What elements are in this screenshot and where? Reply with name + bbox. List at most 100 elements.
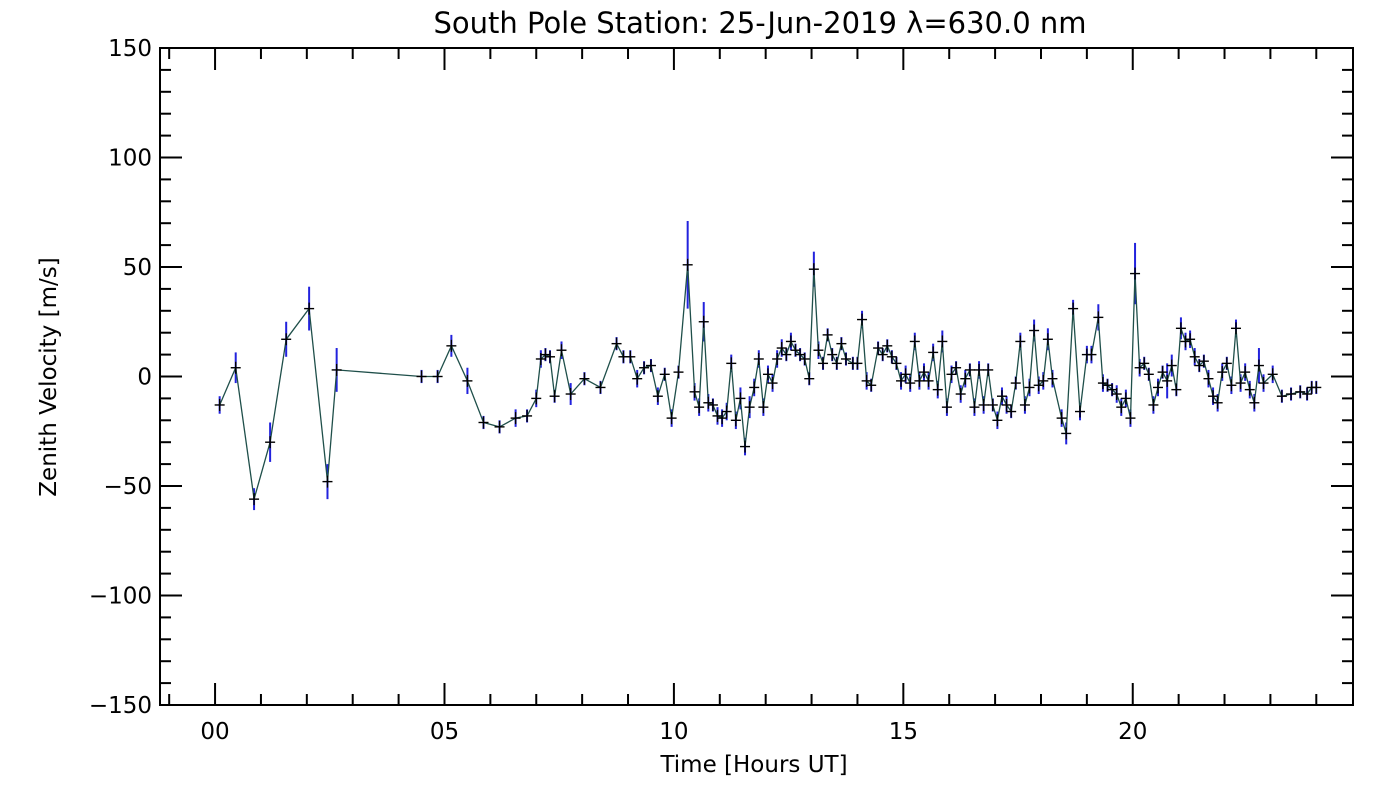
data-point: [446, 339, 457, 352]
data-point: [1006, 405, 1017, 418]
data-point: [230, 361, 241, 374]
data-point: [556, 344, 567, 357]
data-point: [1116, 401, 1127, 414]
data-point: [836, 337, 847, 350]
data-point: [785, 335, 796, 348]
data-point: [1029, 324, 1040, 337]
data-point: [857, 313, 868, 326]
data-point: [1056, 412, 1067, 425]
data-point: [983, 363, 994, 376]
data-point: [1157, 366, 1168, 379]
data-point: [1253, 359, 1264, 372]
y-tick-labels: 150 100 50 0 −50 −100 −150: [89, 36, 152, 719]
data-point: [1001, 398, 1012, 411]
data-point: [1175, 322, 1186, 335]
data-point: [531, 392, 542, 405]
data-point: [735, 392, 746, 405]
data-point: [304, 302, 315, 315]
data-point: [645, 359, 656, 372]
data-point: [1047, 372, 1058, 385]
data-point: [918, 366, 929, 379]
data-point: [813, 344, 824, 357]
data-point: [1295, 385, 1306, 398]
data-point: [1185, 333, 1196, 346]
data-point: [540, 348, 551, 361]
data-point: [1038, 374, 1049, 387]
data-point: [1311, 381, 1322, 394]
data-point: [882, 339, 893, 352]
x-axis-label: Time [Hours UT]: [659, 752, 847, 778]
data-point: [744, 401, 755, 414]
data-point: [659, 368, 670, 381]
data-point: [866, 379, 877, 392]
data-point: [1302, 388, 1313, 401]
data-point: [1198, 355, 1209, 368]
data-point: [1148, 398, 1159, 411]
data-point: [808, 263, 819, 276]
axis-ticks: [160, 47, 1353, 706]
data-point: [914, 374, 925, 387]
data-point: [565, 388, 576, 401]
data-point: [666, 412, 677, 425]
data-point: [762, 368, 773, 381]
data-point: [1120, 392, 1131, 405]
data-point: [799, 352, 810, 365]
data-point: [1093, 311, 1104, 324]
data-point: [1061, 427, 1072, 440]
data-point: [1286, 388, 1297, 401]
data-point: [595, 381, 606, 394]
data-point: [522, 409, 533, 422]
data-point: [896, 374, 907, 387]
data-point: [1019, 398, 1030, 411]
data-point: [877, 348, 888, 361]
data-point: [611, 337, 622, 350]
data-point: [1208, 390, 1219, 403]
data-point: [1068, 302, 1079, 315]
data-point: [932, 383, 943, 396]
data-point: [1152, 381, 1163, 394]
data-point: [652, 390, 663, 403]
data-point: [712, 409, 723, 422]
chart-title: South Pole Station: 25-Jun-2019 λ=630.0 …: [433, 6, 1086, 40]
data-point: [941, 401, 952, 414]
data-point: [1189, 350, 1200, 363]
data-point: [781, 348, 792, 361]
data-point: [717, 412, 728, 425]
data-point: [1010, 377, 1021, 390]
data-point: [549, 390, 560, 403]
data-point: [1166, 359, 1177, 372]
data-point: [625, 350, 636, 363]
data-point: [1212, 396, 1223, 409]
data-point: [1226, 379, 1237, 392]
data-point: [776, 342, 787, 355]
x-tick-label: 00: [200, 719, 229, 745]
error-bars: [218, 221, 1318, 511]
data-point: [579, 372, 590, 385]
data-point: [322, 475, 333, 488]
data-point: [905, 377, 916, 390]
data-point: [822, 328, 833, 341]
data-point: [726, 357, 737, 370]
data-point: [1249, 396, 1260, 409]
data-point: [265, 436, 276, 449]
data-point: [730, 414, 741, 427]
data-point: [740, 440, 751, 453]
data-point: [281, 333, 292, 346]
data-point: [462, 374, 473, 387]
y-tick-label: 50: [123, 255, 152, 281]
data-point: [1015, 335, 1026, 348]
x-tick-label: 10: [659, 719, 688, 745]
data-point: [818, 357, 829, 370]
data-point: [951, 361, 962, 374]
y-axis-label: Zenith Velocity [m/s]: [36, 257, 62, 496]
data-point: [331, 363, 342, 376]
data-point: [1217, 366, 1228, 379]
data-point: [632, 372, 643, 385]
series-line: [219, 264, 1317, 500]
data-point: [1139, 357, 1150, 370]
data-point: [909, 335, 920, 348]
data-point: [1074, 405, 1085, 418]
data-point: [978, 398, 989, 411]
data-point: [1235, 377, 1246, 390]
